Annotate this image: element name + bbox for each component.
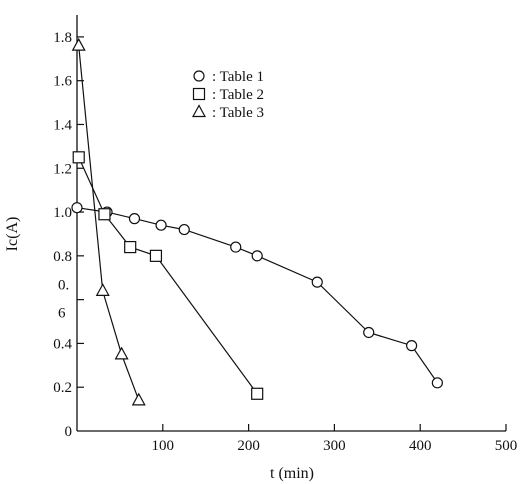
circle-marker <box>431 377 443 389</box>
series-line <box>78 45 140 401</box>
x-ticks: 100 200 300 400 500 <box>152 424 518 454</box>
square-marker <box>149 249 163 262</box>
y-tick-label: 6 <box>58 306 66 322</box>
legend-label: : Table 1 <box>212 69 264 85</box>
y-tick-label: 1.2 <box>53 161 72 177</box>
triangle-marker <box>71 37 86 51</box>
circle-marker <box>406 340 418 352</box>
x-tick-label: 400 <box>409 438 432 454</box>
y-tick-label: 1.8 <box>53 30 72 46</box>
legend-entry: : Table 3 <box>191 104 264 121</box>
y-tick-label: 1.6 <box>53 74 72 90</box>
series-layer <box>71 37 443 406</box>
circle-marker <box>230 241 242 253</box>
circle-marker <box>71 202 83 214</box>
triangle-marker <box>95 283 110 296</box>
square-marker <box>98 208 111 221</box>
circle-marker <box>363 326 375 339</box>
series-3 <box>71 37 146 406</box>
x-tick-label: 500 <box>495 438 518 454</box>
legend-entry: : Table 1 <box>193 69 264 85</box>
triangle-marker <box>191 104 207 118</box>
y-tick-label: 0.2 <box>53 380 72 396</box>
triangle-marker <box>131 392 146 406</box>
circle-marker <box>311 276 323 288</box>
x-tick-label: 300 <box>323 438 346 454</box>
circle-marker <box>128 213 141 225</box>
y-tick-label: 0 <box>65 424 73 440</box>
x-tick-label: 200 <box>237 438 260 454</box>
legend: : Table 1 : Table 2 : Table 3 <box>191 69 264 121</box>
series-line <box>76 207 438 384</box>
y-axis-label: Ic(A) <box>4 217 21 252</box>
y-tick-label: 0.4 <box>53 336 72 352</box>
series-1 <box>71 202 443 389</box>
circle-marker <box>178 223 190 236</box>
y-ticks: 0 0.2 0.4 0.8 1.0 1.2 1.4 1.6 1.8 0. 6 <box>53 30 84 440</box>
series-line <box>78 157 258 395</box>
x-axis-label: t (min) <box>270 465 314 482</box>
square-marker <box>192 87 206 101</box>
circle-marker <box>193 70 205 82</box>
circle-marker <box>155 219 167 231</box>
y-tick-label: 1.4 <box>53 117 72 133</box>
y-tick-label: 0.8 <box>53 249 72 265</box>
y-tick-label: 1.0 <box>53 205 72 221</box>
legend-entry: : Table 2 <box>192 87 264 103</box>
legend-label: : Table 2 <box>212 87 264 103</box>
axes <box>76 15 506 432</box>
x-tick-label: 100 <box>152 438 175 454</box>
circle-marker <box>251 250 263 262</box>
legend-label: : Table 3 <box>212 105 264 121</box>
square-marker <box>251 387 264 400</box>
square-marker <box>72 151 85 164</box>
series-2 <box>72 151 264 400</box>
y-tick-label: 0. <box>58 278 69 294</box>
triangle-marker <box>114 346 129 360</box>
square-marker <box>124 240 137 254</box>
